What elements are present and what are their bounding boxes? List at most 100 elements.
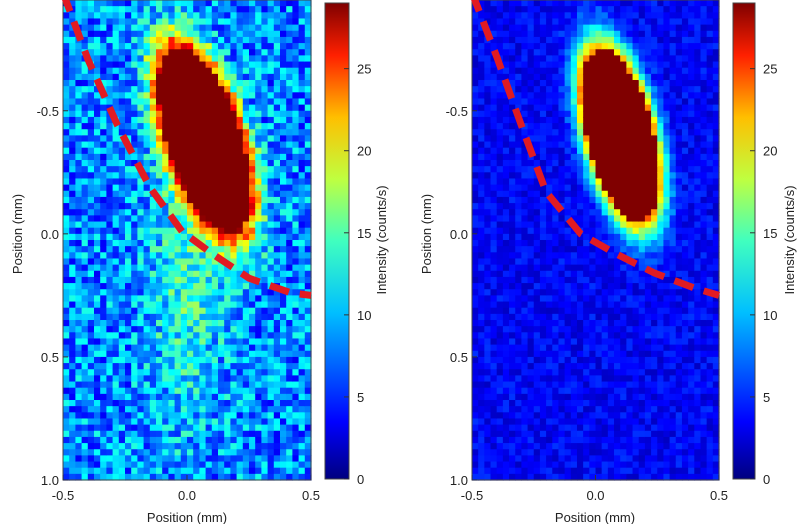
heatmap-cell — [131, 430, 138, 438]
heatmap-cell — [242, 43, 250, 50]
heatmap-cell — [100, 80, 107, 87]
heatmap-cell — [533, 116, 541, 124]
heatmap-cell — [156, 406, 163, 413]
heatmap-cell — [63, 172, 70, 180]
heatmap-cell — [224, 270, 231, 278]
heatmap-cell — [472, 320, 479, 327]
heatmap-cell — [63, 350, 70, 358]
heatmap-cell — [292, 141, 300, 149]
heatmap-cell — [509, 209, 516, 216]
heatmap-cell — [211, 387, 219, 395]
heatmap-cell — [100, 18, 107, 26]
heatmap-cell — [607, 406, 615, 413]
heatmap-cell — [280, 227, 287, 235]
heatmap-cell — [75, 252, 83, 260]
heatmap-cell — [168, 418, 176, 426]
heatmap-cell — [595, 326, 603, 333]
heatmap-cell — [249, 246, 256, 253]
heatmap-cell — [81, 307, 89, 315]
heatmap-cell — [211, 393, 219, 401]
heatmap-cell — [298, 455, 306, 463]
heatmap-cell — [478, 172, 485, 180]
heatmap-cell — [100, 129, 107, 136]
heatmap-cell — [174, 43, 182, 50]
heatmap-cell — [527, 344, 535, 352]
heatmap-cell — [230, 227, 238, 235]
heatmap-cell — [112, 264, 120, 272]
heatmap-cell — [261, 307, 269, 315]
heatmap-cell — [496, 381, 504, 389]
heatmap-cell — [527, 252, 535, 260]
heatmap-cell — [193, 264, 200, 272]
heatmap-cell — [236, 233, 244, 241]
heatmap-cell — [552, 301, 560, 309]
heatmap-cell — [94, 461, 101, 469]
heatmap-cell — [118, 6, 126, 13]
heatmap-cell — [156, 455, 163, 463]
heatmap-cell — [558, 0, 566, 7]
heatmap-cell — [601, 356, 609, 364]
heatmap-cell — [533, 6, 541, 13]
heatmap-cell — [218, 92, 225, 100]
heatmap-cell — [168, 295, 176, 303]
heatmap-cell — [546, 178, 553, 186]
heatmap-cell — [533, 30, 541, 38]
heatmap-cell — [174, 49, 182, 56]
heatmap-cell — [298, 190, 306, 198]
dashed-boundary-curve-1 — [62, 0, 312, 299]
heatmap-cell — [280, 110, 287, 118]
heatmap-cell — [118, 455, 126, 463]
heatmap-cell — [576, 43, 584, 50]
heatmap-cell — [236, 424, 244, 432]
heatmap-cell — [224, 252, 231, 260]
heatmap-cell — [533, 12, 541, 20]
heatmap-cell — [564, 36, 572, 44]
heatmap-cell — [273, 80, 281, 87]
heatmap-cell — [168, 443, 176, 450]
heatmap-cell — [607, 381, 615, 389]
heatmap-cell — [174, 86, 182, 93]
heatmap-cell — [304, 61, 312, 69]
heatmap-cell — [472, 166, 479, 173]
heatmap-cell — [558, 67, 566, 75]
heatmap-cell — [236, 227, 244, 235]
x-tick-label: 0.0 — [178, 488, 196, 503]
heatmap-cell — [131, 246, 138, 253]
heatmap-cell — [100, 326, 107, 333]
heatmap-cell — [292, 61, 300, 69]
heatmap-cell — [69, 12, 76, 20]
heatmap-cell — [564, 375, 572, 383]
heatmap-cell — [515, 184, 522, 192]
heatmap-cell — [292, 240, 300, 247]
heatmap-cell — [81, 363, 89, 370]
heatmap-cell — [490, 221, 498, 229]
heatmap-cell — [509, 264, 516, 272]
heatmap-cell — [558, 153, 566, 161]
heatmap-cell — [143, 400, 151, 407]
heatmap-cell — [261, 338, 269, 346]
heatmap-cell — [125, 123, 132, 130]
heatmap-cell — [149, 215, 157, 223]
heatmap-cell — [298, 424, 306, 432]
heatmap-cell — [125, 307, 132, 315]
heatmap-cell — [156, 160, 163, 167]
heatmap-cell — [490, 240, 498, 247]
heatmap-cell — [211, 461, 219, 469]
heatmap-cell — [131, 443, 138, 450]
heatmap-cell — [552, 55, 560, 63]
heatmap-cell — [490, 344, 498, 352]
heatmap-cell — [106, 363, 114, 370]
heatmap-cell — [69, 141, 76, 149]
heatmap-cell — [533, 412, 541, 420]
heatmap-cell — [187, 215, 194, 223]
heatmap-cell — [162, 246, 169, 253]
heatmap-cell — [205, 196, 213, 204]
heatmap-cell — [496, 246, 504, 253]
heatmap-cell — [273, 424, 281, 432]
heatmap-cell — [496, 233, 504, 241]
heatmap-cell — [298, 412, 306, 420]
heatmap-cell — [174, 455, 182, 463]
heatmap-cell — [546, 443, 553, 450]
heatmap-cell — [94, 338, 101, 346]
heatmap-cell — [75, 116, 83, 124]
